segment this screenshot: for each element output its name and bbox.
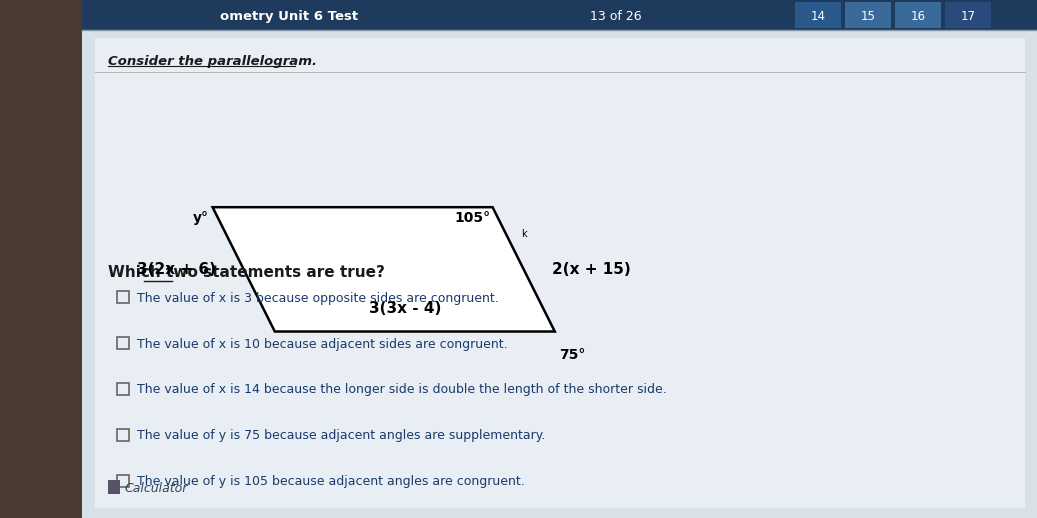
Bar	[845, 2, 891, 28]
Bar	[108, 480, 120, 494]
Text: 13 of 26: 13 of 26	[590, 9, 642, 22]
Text: 3(3x - 4): 3(3x - 4)	[368, 300, 441, 315]
Polygon shape	[213, 207, 555, 332]
Bar	[82, 0, 1037, 30]
Text: y°: y°	[193, 211, 208, 225]
Bar	[795, 2, 841, 28]
Bar	[117, 383, 129, 395]
Bar	[117, 475, 129, 487]
Text: Consider the parallelogram.: Consider the parallelogram.	[108, 55, 317, 68]
Text: k: k	[521, 229, 527, 239]
Text: 2(x + 15): 2(x + 15)	[552, 262, 630, 277]
Text: The value of y is 75 because adjacent angles are supplementary.: The value of y is 75 because adjacent an…	[137, 429, 545, 442]
Text: 16: 16	[910, 9, 925, 22]
Bar	[117, 291, 129, 303]
Text: 15: 15	[861, 9, 875, 22]
Bar	[895, 2, 941, 28]
Bar	[0, 0, 82, 518]
Text: 75°: 75°	[559, 348, 585, 362]
Text: The value of x is 14 because the longer side is double the length of the shorter: The value of x is 14 because the longer …	[137, 383, 667, 396]
Text: 3(2x + 6): 3(2x + 6)	[137, 262, 216, 277]
Text: 14: 14	[811, 9, 825, 22]
Text: 17: 17	[960, 9, 976, 22]
Text: The value of y is 105 because adjacent angles are congruent.: The value of y is 105 because adjacent a…	[137, 476, 525, 488]
Text: The value of x is 10 because adjacent sides are congruent.: The value of x is 10 because adjacent si…	[137, 338, 508, 351]
Text: ometry Unit 6 Test: ometry Unit 6 Test	[220, 9, 358, 22]
Bar	[117, 429, 129, 441]
Text: Which two statements are true?: Which two statements are true?	[108, 265, 385, 280]
Bar	[117, 337, 129, 349]
Bar	[945, 2, 991, 28]
Text: Calculator: Calculator	[124, 482, 188, 495]
Bar	[95, 38, 1025, 508]
Text: 105°: 105°	[454, 211, 491, 225]
Text: The value of x is 3 because opposite sides are congruent.: The value of x is 3 because opposite sid…	[137, 292, 499, 305]
